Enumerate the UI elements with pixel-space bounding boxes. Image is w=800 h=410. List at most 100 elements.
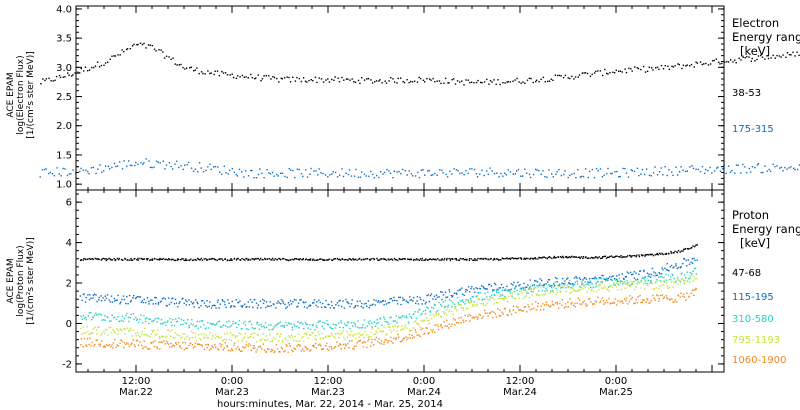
data-point bbox=[234, 306, 236, 308]
data-point bbox=[586, 72, 589, 75]
data-point bbox=[665, 253, 668, 255]
data-point bbox=[354, 323, 356, 325]
data-point bbox=[621, 300, 624, 302]
data-point bbox=[361, 171, 363, 173]
data-point bbox=[499, 297, 501, 300]
data-point bbox=[685, 65, 687, 67]
data-point bbox=[320, 345, 322, 347]
data-point bbox=[629, 295, 631, 297]
data-point bbox=[591, 73, 593, 76]
data-point bbox=[643, 278, 646, 280]
data-point bbox=[227, 173, 229, 175]
data-point bbox=[90, 311, 92, 314]
data-point bbox=[621, 280, 623, 282]
data-point bbox=[545, 301, 547, 303]
data-point bbox=[350, 330, 353, 333]
data-point bbox=[285, 321, 287, 324]
data-point bbox=[139, 296, 142, 298]
data-point bbox=[457, 259, 459, 261]
data-point bbox=[259, 346, 262, 348]
data-point bbox=[345, 324, 347, 327]
data-point bbox=[92, 327, 95, 330]
data-point bbox=[693, 289, 695, 291]
data-point bbox=[323, 259, 325, 261]
data-point bbox=[419, 258, 422, 260]
data-point bbox=[428, 258, 431, 260]
data-point bbox=[374, 325, 377, 327]
data-point bbox=[528, 296, 531, 299]
data-point bbox=[609, 303, 611, 305]
data-point bbox=[696, 62, 699, 64]
data-point bbox=[552, 291, 554, 293]
data-point bbox=[110, 326, 112, 329]
data-point bbox=[354, 258, 357, 260]
data-point bbox=[601, 74, 604, 77]
data-point bbox=[364, 258, 367, 260]
data-point bbox=[371, 82, 374, 84]
data-point bbox=[480, 303, 482, 305]
data-point bbox=[459, 257, 462, 260]
data-point bbox=[650, 175, 652, 177]
data-point bbox=[544, 81, 546, 83]
data-point bbox=[309, 304, 311, 306]
data-point bbox=[744, 166, 746, 168]
data-point bbox=[146, 317, 148, 319]
data-point bbox=[302, 175, 304, 178]
data-point bbox=[260, 80, 262, 82]
data-point bbox=[418, 334, 420, 336]
data-point bbox=[326, 259, 329, 261]
data-point bbox=[587, 257, 589, 259]
data-point bbox=[470, 258, 473, 260]
data-point bbox=[643, 282, 645, 285]
data-point bbox=[230, 339, 233, 342]
data-point bbox=[709, 63, 712, 65]
data-point bbox=[571, 75, 573, 78]
data-point bbox=[772, 54, 774, 57]
data-point bbox=[236, 335, 238, 337]
data-point bbox=[643, 270, 645, 273]
data-point bbox=[197, 171, 199, 173]
data-point bbox=[328, 81, 331, 83]
data-point bbox=[597, 257, 599, 259]
data-point bbox=[211, 305, 214, 307]
data-point bbox=[128, 345, 130, 347]
data-point bbox=[434, 172, 436, 175]
data-point bbox=[535, 168, 537, 171]
data-point bbox=[609, 172, 612, 175]
data-point bbox=[147, 44, 150, 46]
data-point bbox=[230, 258, 232, 260]
data-point bbox=[407, 301, 409, 304]
data-point bbox=[369, 259, 371, 261]
data-point bbox=[293, 347, 295, 349]
data-point bbox=[351, 78, 353, 80]
data-point bbox=[685, 277, 687, 279]
data-point bbox=[200, 339, 202, 341]
data-point bbox=[372, 257, 374, 260]
data-point bbox=[135, 332, 137, 335]
data-point bbox=[313, 299, 316, 301]
data-point bbox=[88, 173, 90, 175]
data-point bbox=[396, 303, 399, 305]
data-point bbox=[624, 256, 626, 258]
data-point bbox=[129, 259, 131, 261]
data-point bbox=[141, 300, 143, 302]
data-point bbox=[384, 320, 386, 323]
data-point bbox=[172, 319, 174, 321]
data-point bbox=[340, 320, 342, 322]
data-point bbox=[531, 294, 534, 297]
data-point bbox=[744, 57, 746, 59]
data-point bbox=[270, 78, 272, 80]
data-point bbox=[591, 288, 593, 291]
data-point bbox=[672, 274, 674, 276]
data-point bbox=[155, 297, 157, 299]
data-point bbox=[148, 318, 150, 320]
data-point bbox=[522, 81, 524, 83]
data-point bbox=[762, 171, 764, 174]
data-point bbox=[79, 170, 81, 173]
data-point bbox=[513, 257, 515, 260]
data-point bbox=[294, 80, 297, 82]
data-point bbox=[197, 302, 199, 305]
data-point bbox=[366, 257, 369, 260]
data-point bbox=[638, 273, 640, 275]
data-point bbox=[224, 303, 226, 306]
